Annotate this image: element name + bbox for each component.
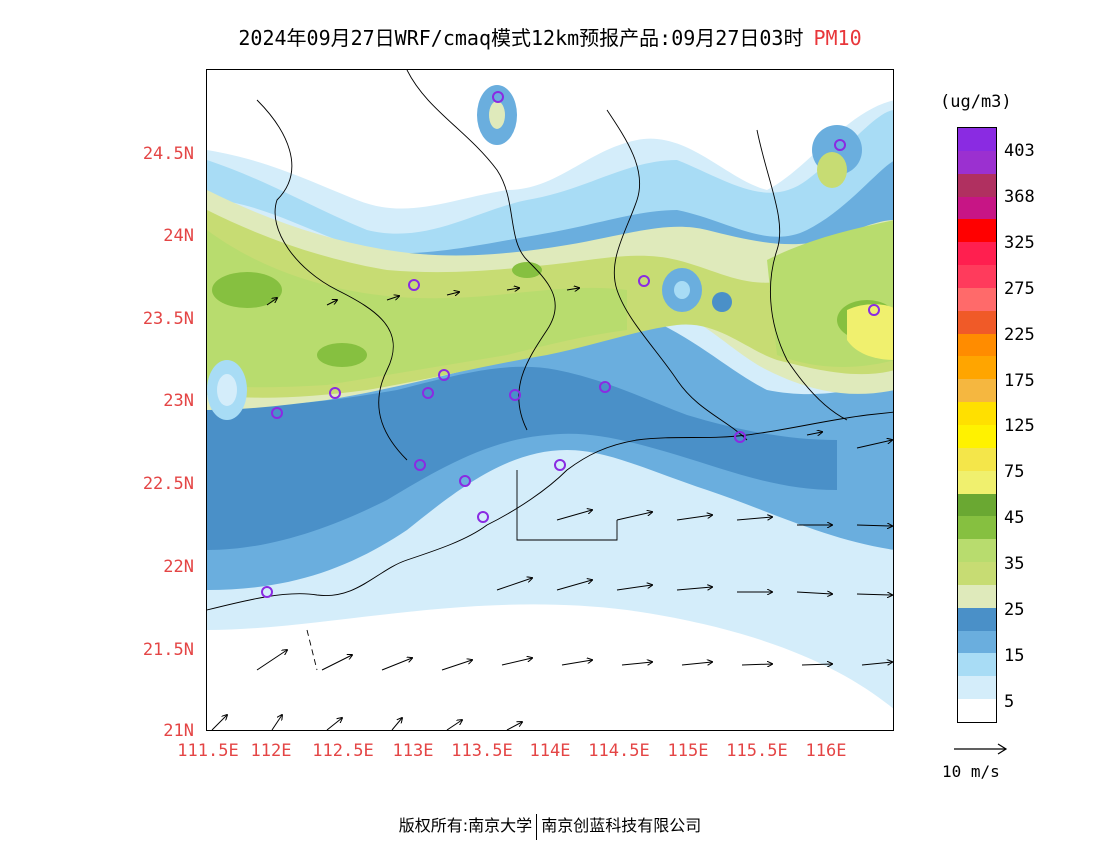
colorbar-segment [958,539,996,563]
colorbar-segment [958,516,996,540]
lon-label: 114.5E [588,741,650,761]
wind-vectors [211,288,892,730]
colorbar-segment [958,379,996,403]
colorbar-label: 5 [1004,692,1015,712]
lon-label: 111.5E [177,741,239,761]
colorbar [957,127,997,723]
colorbar-segment [958,630,996,654]
station-markers [261,91,880,598]
lon-label: 113.5E [451,741,513,761]
colorbar-segment [958,584,996,609]
colorbar-segment [958,128,996,152]
colorbar-label: 403 [1004,141,1035,161]
colorbar-segment [958,699,996,723]
lon-label: 113E [392,741,434,761]
lat-label: 23.5N [142,309,194,329]
colorbar-label: 225 [1004,325,1035,345]
lat-label: 22.5N [142,474,194,494]
colorbar-segment [958,447,996,472]
title-main: 2024年09月27日WRF/cmaq模式12km预报产品:09月27日03时 [238,26,804,50]
lon-label: 116E [805,741,847,761]
lat-label: 21.5N [142,640,194,660]
colorbar-segment [958,333,996,357]
map-title: 2024年09月27日WRF/cmaq模式12km预报产品:09月27日03时 P… [0,22,1100,51]
footer-right: 南京创蓝科技有限公司 [541,816,702,835]
colorbar-segment [958,196,996,220]
wind-reference-label: 10 m/s [942,762,1000,781]
colorbar-segment [958,470,996,495]
lon-label: 115E [667,741,709,761]
colorbar-segment [958,310,996,335]
colorbar-segment [958,219,996,243]
colorbar-segment [958,676,996,700]
colorbar-segment [958,607,996,632]
lat-label: 23N [163,391,194,411]
colorbar-segment [958,356,996,380]
colorbar-segment [958,562,996,586]
lon-label: 115.5E [726,741,788,761]
copyright-footer: 版权所有:南京大学 南京创蓝科技有限公司 [0,812,1100,840]
colorbar-segment [958,287,996,312]
colorbar-segment [958,653,996,677]
footer-left: 版权所有:南京大学 [398,816,533,835]
colorbar-segment [958,265,996,289]
lat-label: 21N [163,721,194,741]
colorbar-label: 25 [1004,600,1025,620]
lon-label: 114E [529,741,571,761]
footer-divider [536,813,538,840]
wind-reference-arrow [954,743,1008,755]
colorbar-units: (ug/m3) [940,92,1012,112]
colorbar-segment [958,425,996,449]
lon-label: 112.5E [312,741,374,761]
colorbar-segment [958,402,996,426]
colorbar-label: 275 [1004,279,1035,299]
colorbar-label: 35 [1004,554,1025,574]
coastline-borders [207,70,893,671]
colorbar-label: 45 [1004,508,1025,528]
colorbar-label: 175 [1004,371,1035,391]
lat-label: 24N [163,226,194,246]
colorbar-segment [958,493,996,517]
colorbar-segment [958,242,996,266]
pollutant-tag: PM10 [813,26,862,50]
colorbar-segment [958,173,996,198]
lat-label: 24.5N [142,144,194,164]
lat-label: 22N [163,557,194,577]
colorbar-label: 15 [1004,646,1025,666]
colorbar-label: 325 [1004,233,1035,253]
colorbar-segment [958,150,996,175]
concentration-field [207,70,893,730]
forecast-map[interactable] [206,69,894,731]
lon-label: 112E [250,741,292,761]
colorbar-label: 75 [1004,462,1025,482]
colorbar-label: 368 [1004,187,1035,207]
colorbar-label: 125 [1004,416,1035,436]
